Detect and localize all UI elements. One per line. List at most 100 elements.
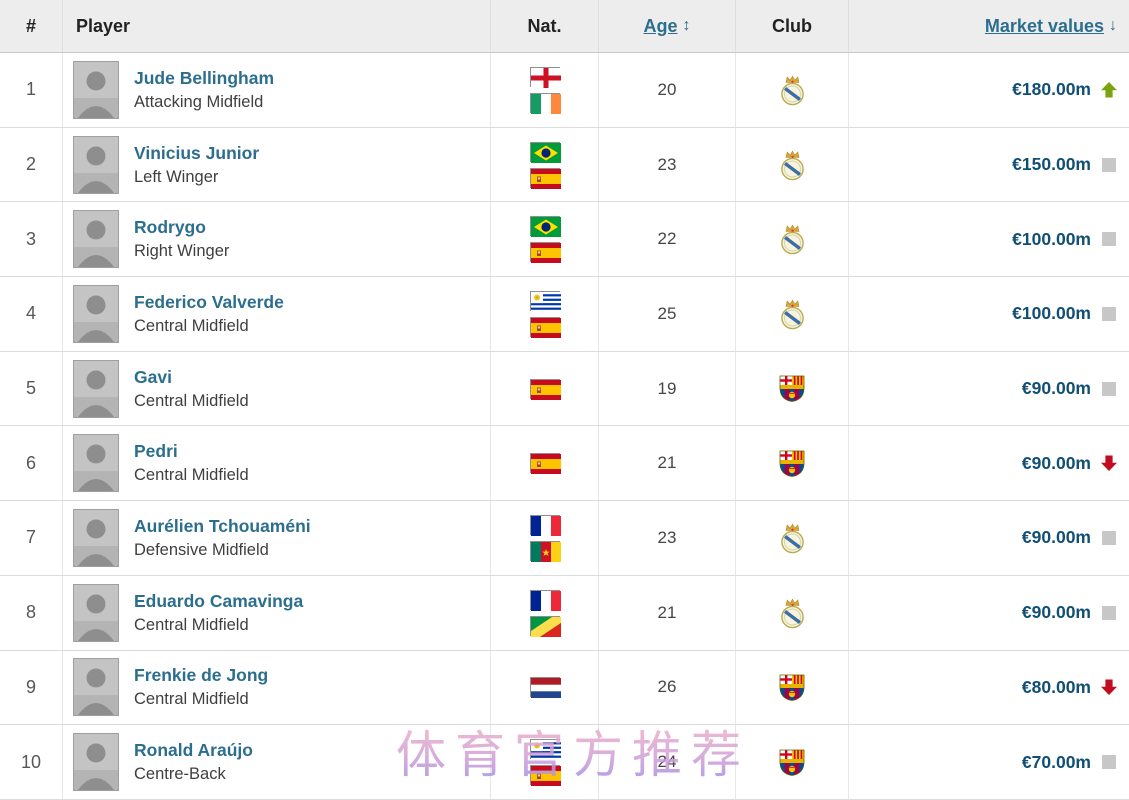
trend-same-icon (1100, 604, 1118, 622)
player-photo[interactable] (73, 434, 119, 493)
rank-cell: 8 (0, 576, 62, 650)
age-sort-link[interactable]: Age (643, 15, 678, 36)
flag-spain-icon (529, 453, 561, 475)
nationality-cell (490, 725, 598, 799)
age-value: 19 (657, 378, 677, 398)
table-row: 10 Ronald Araújo Centre-Back 24 €70.00m (0, 725, 1129, 800)
market-value: €100.00m (1012, 228, 1091, 249)
market-value-cell: €90.00m (848, 501, 1129, 575)
player-position: Centre-Back (134, 765, 226, 784)
club-crest-barcelona-icon[interactable] (777, 671, 807, 703)
player-name-link[interactable]: Eduardo Camavinga (134, 590, 304, 611)
club-cell (735, 127, 848, 202)
player-name-link[interactable]: Ronald Araújo (134, 740, 253, 761)
player-position: Defensive Midfield (134, 540, 269, 559)
club-cell (735, 501, 848, 575)
club-crest-barcelona-icon[interactable] (777, 746, 807, 778)
header-player-label: Player (76, 15, 131, 36)
nationality-cell (490, 426, 598, 501)
rank-cell: 2 (0, 128, 62, 202)
club-cell (735, 351, 848, 426)
age-value: 21 (657, 602, 677, 622)
player-photo[interactable] (73, 658, 119, 717)
table-row: 2 Vinicius Junior Left Winger 23 €150.00… (0, 127, 1129, 203)
player-photo[interactable] (73, 135, 119, 194)
rank-cell: 1 (0, 53, 62, 127)
player-photo[interactable] (73, 583, 119, 642)
header-nationality: Nat. (490, 0, 598, 52)
age-value: 20 (657, 79, 677, 99)
table-row: 7 Aurélien Tchouaméni Defensive Midfield… (0, 501, 1129, 576)
player-name-link[interactable]: Gavi (134, 366, 172, 387)
flag-brazil-icon (529, 141, 561, 163)
flag-spain-icon (529, 242, 561, 264)
age-value: 23 (657, 527, 677, 547)
flag-netherlands-icon (529, 677, 561, 699)
rank-number: 7 (25, 527, 36, 548)
trend-same-icon (1100, 529, 1118, 547)
nationality-cell (490, 277, 598, 351)
player-position: Right Winger (134, 242, 230, 261)
market-values-sort-link[interactable]: Market values (984, 15, 1104, 36)
nationality-cell (490, 53, 598, 127)
club-crest-real-madrid-icon[interactable] (777, 223, 807, 255)
player-info: Federico Valverde Central Midfield (134, 292, 284, 336)
nationality-cell (490, 351, 598, 426)
header-rank: # (0, 0, 62, 52)
player-photo[interactable] (73, 284, 119, 343)
club-crest-real-madrid-icon[interactable] (777, 149, 807, 181)
rank-number: 4 (25, 303, 36, 324)
trend-same-icon (1100, 305, 1118, 323)
player-name-link[interactable]: Vinicius Junior (134, 142, 260, 163)
flag-cameroon-icon (529, 540, 561, 562)
rank-number: 10 (20, 751, 42, 772)
player-info: Ronald Araújo Centre-Back (134, 740, 253, 784)
age-cell: 22 (598, 202, 735, 277)
player-name-link[interactable]: Pedri (134, 441, 178, 462)
flag-uruguay-icon (529, 739, 561, 761)
club-cell (735, 575, 848, 650)
trend-same-icon (1100, 753, 1118, 771)
sort-desc-icon[interactable]: ↓ (1109, 17, 1117, 34)
player-photo[interactable] (73, 508, 119, 567)
market-value: €70.00m (1021, 751, 1091, 772)
club-crest-barcelona-icon[interactable] (777, 373, 807, 405)
player-photo[interactable] (73, 210, 119, 269)
club-crest-real-madrid-icon[interactable] (777, 597, 807, 629)
player-name-link[interactable]: Frenkie de Jong (134, 665, 269, 686)
player-info: Eduardo Camavinga Central Midfield (134, 591, 303, 635)
header-market-values: Market values ↓ (848, 0, 1129, 52)
player-info: Frenkie de Jong Central Midfield (134, 665, 268, 709)
sort-both-icon[interactable]: ↕ (682, 17, 691, 34)
player-position: Central Midfield (134, 316, 249, 335)
club-crest-real-madrid-icon[interactable] (777, 74, 807, 106)
market-value: €100.00m (1012, 303, 1091, 324)
player-info: Vinicius Junior Left Winger (134, 143, 259, 187)
club-crest-real-madrid-icon[interactable] (777, 522, 807, 554)
market-value-cell: €100.00m (848, 277, 1129, 351)
age-cell: 24 (598, 725, 735, 799)
player-name-link[interactable]: Rodrygo (134, 217, 206, 238)
player-photo[interactable] (73, 60, 119, 119)
market-value-cell: €180.00m (848, 53, 1129, 127)
age-cell: 20 (598, 53, 735, 127)
flag-spain-icon (529, 316, 561, 338)
player-photo[interactable] (73, 359, 119, 418)
club-crest-barcelona-icon[interactable] (777, 447, 807, 479)
player-cell: Aurélien Tchouaméni Defensive Midfield (62, 501, 490, 575)
player-photo[interactable] (73, 733, 119, 792)
player-cell: Frenkie de Jong Central Midfield (62, 650, 490, 725)
club-cell (735, 426, 848, 501)
player-name-link[interactable]: Aurélien Tchouaméni (134, 515, 311, 536)
player-position: Central Midfield (134, 690, 249, 709)
market-value: €80.00m (1021, 676, 1091, 697)
flag-spain-icon (529, 765, 561, 787)
player-name-link[interactable]: Jude Bellingham (134, 67, 275, 88)
player-name-link[interactable]: Federico Valverde (134, 291, 284, 312)
flag-spain-icon (529, 378, 561, 400)
table-row: 6 Pedri Central Midfield 21 €90.00m (0, 426, 1129, 502)
player-cell: Gavi Central Midfield (62, 351, 490, 426)
trend-same-icon (1100, 230, 1118, 248)
club-crest-real-madrid-icon[interactable] (777, 298, 807, 330)
header-nationality-label: Nat. (527, 15, 562, 36)
